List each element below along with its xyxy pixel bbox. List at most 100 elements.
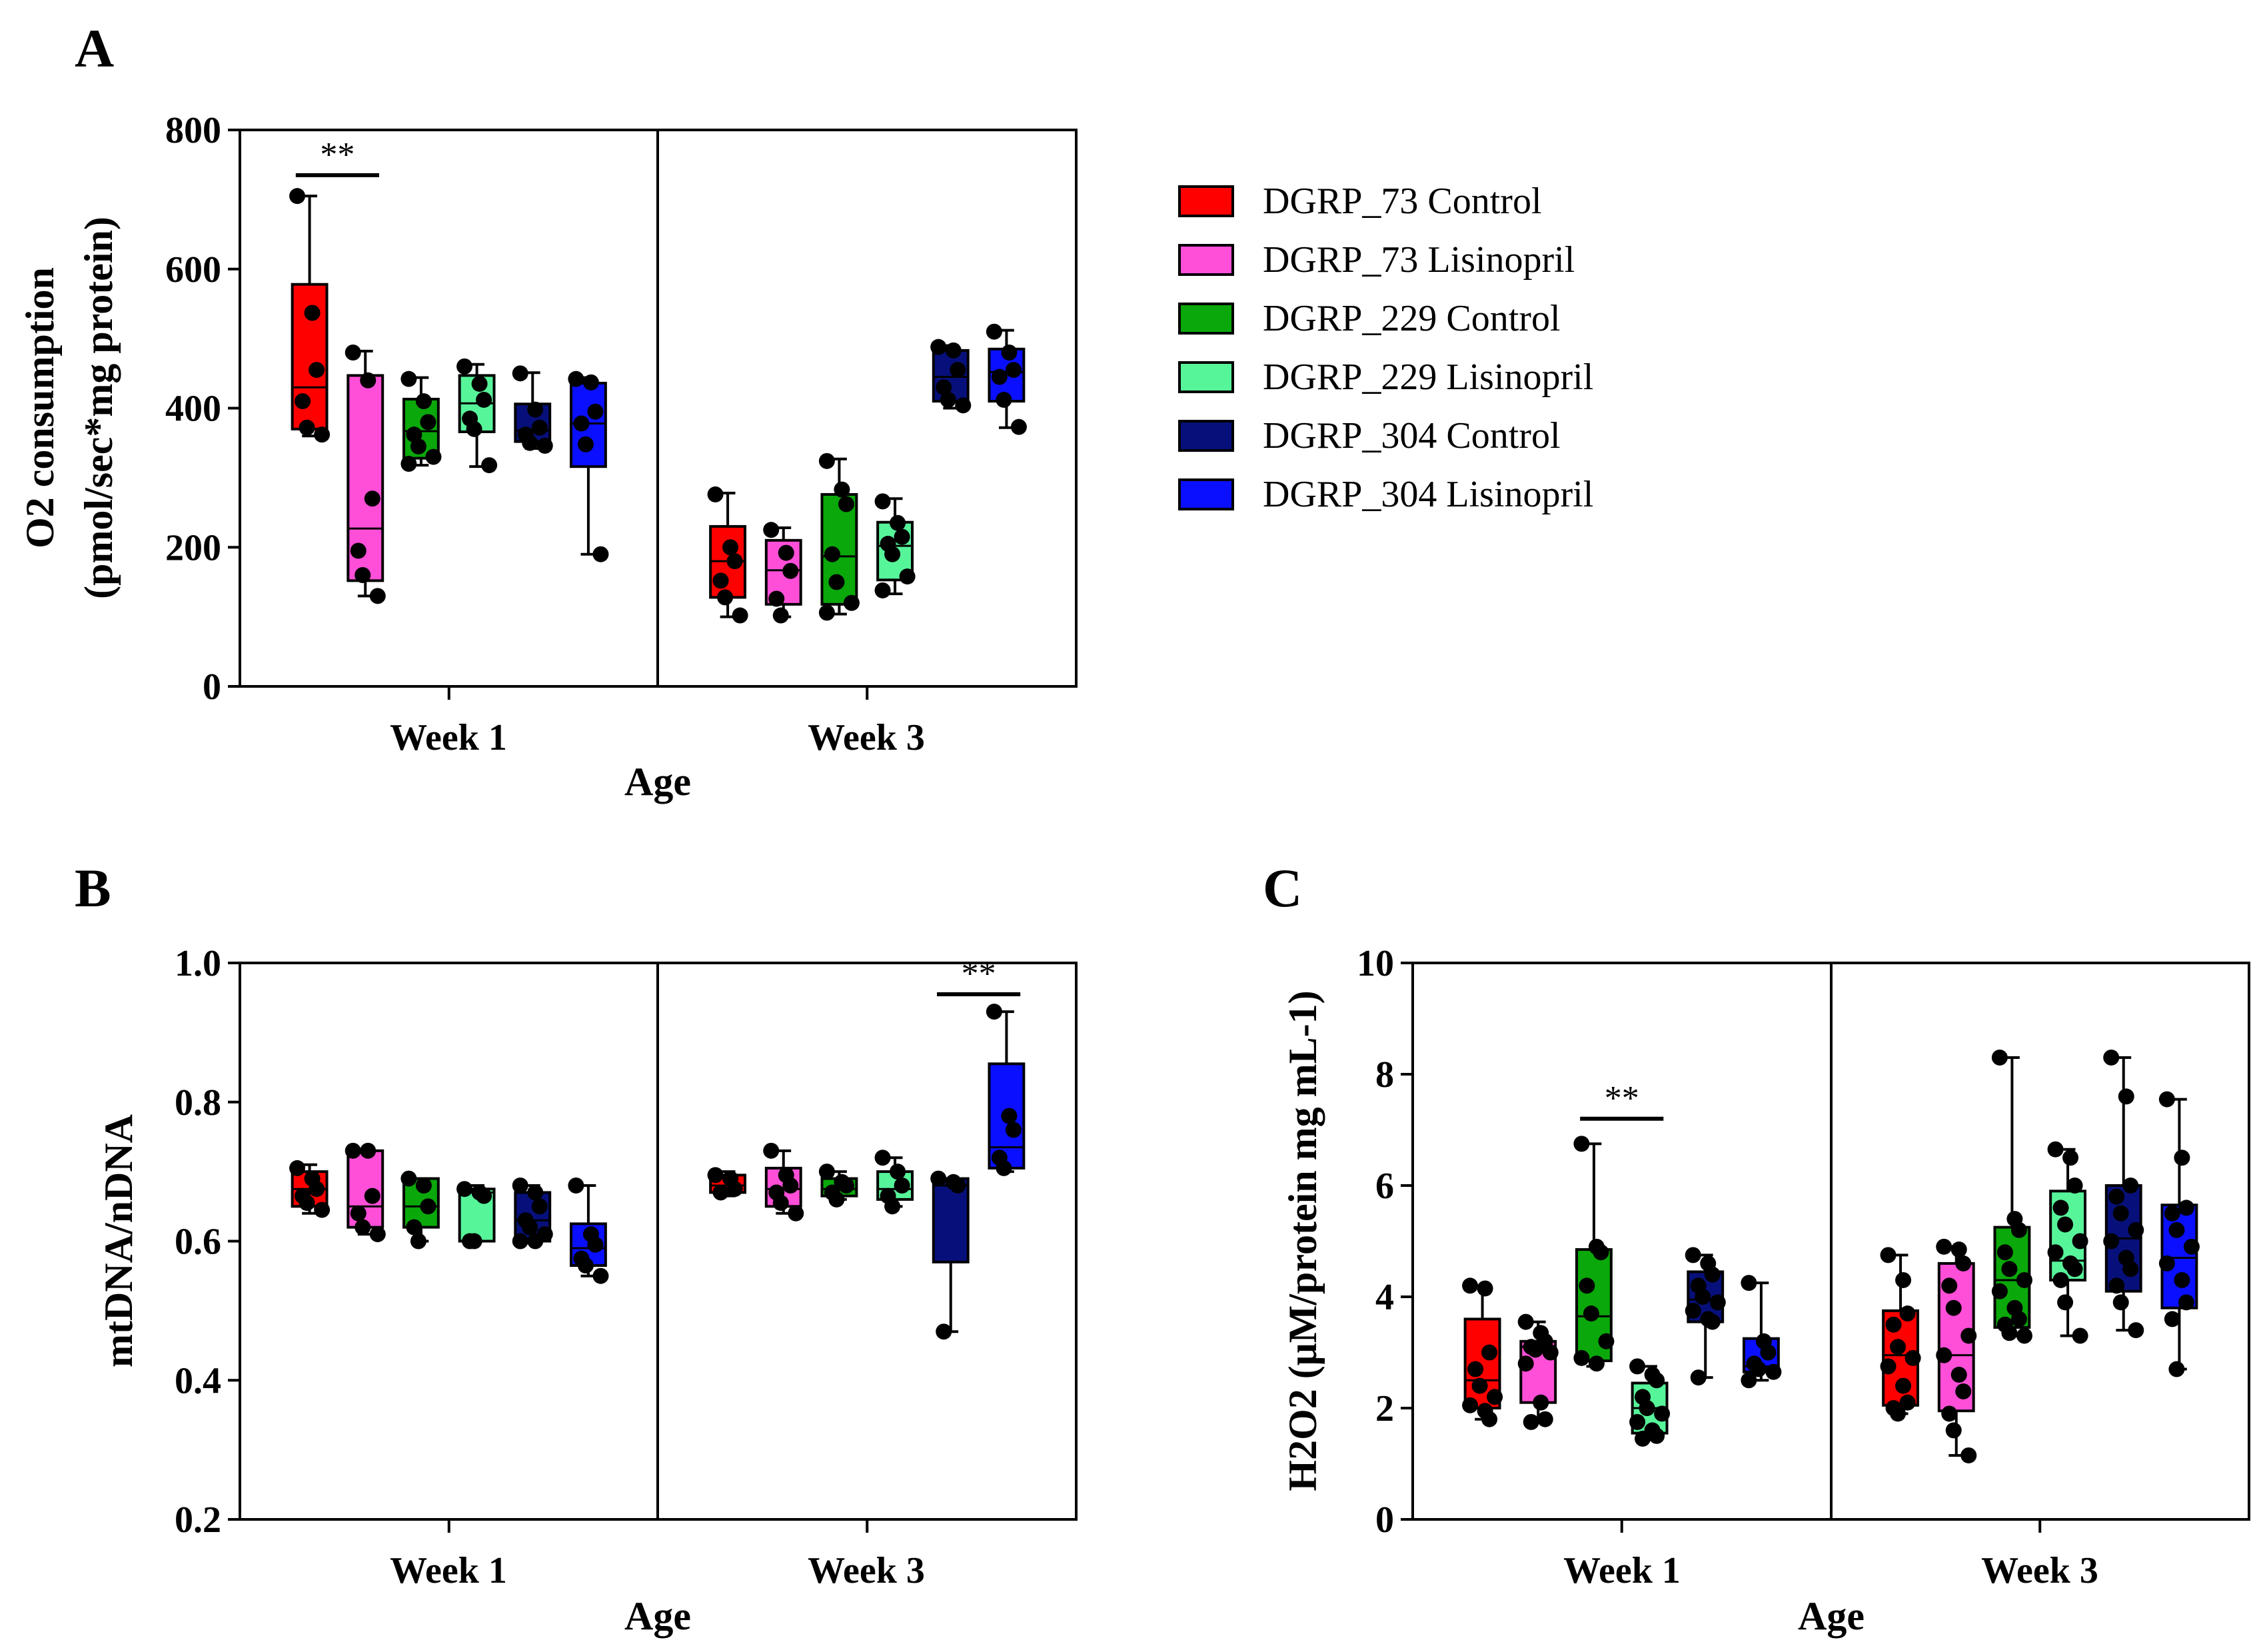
data-point — [355, 1219, 371, 1236]
data-point — [1880, 1247, 1896, 1263]
data-point — [527, 1233, 544, 1249]
data-point — [2103, 1049, 2120, 1066]
data-point — [345, 1142, 361, 1159]
data-point — [824, 546, 840, 562]
data-point — [1654, 1405, 1671, 1422]
data-point — [2164, 1311, 2180, 1327]
data-point — [531, 1198, 548, 1215]
panel-a-x-axis-title: Age — [624, 760, 691, 804]
panel-a-y-tick-label: 0 — [203, 666, 221, 708]
panel-a-box-w3-s5 — [930, 339, 972, 414]
data-point — [1955, 1255, 1972, 1271]
data-point — [2072, 1233, 2088, 1249]
panel-b-box-w3-s1 — [707, 1167, 747, 1201]
panel-a-y-tick-label: 600 — [165, 249, 221, 291]
data-point — [1741, 1372, 1757, 1389]
data-point — [818, 1164, 835, 1180]
panel-b-y-axis-title: mtDNA/nDNA — [97, 1114, 141, 1367]
data-point — [828, 574, 845, 590]
panel-c-x-axis-title: Age — [1798, 1594, 1865, 1638]
panel-c-y-tick-label: 4 — [1375, 1277, 1394, 1318]
data-point — [364, 490, 380, 507]
data-point — [456, 1181, 473, 1198]
data-point — [2178, 1200, 2194, 1216]
panel-c-box-w3-s4 — [2047, 1141, 2088, 1344]
panel-a-box-w1-s3 — [400, 371, 442, 472]
data-point — [522, 434, 538, 451]
data-point — [1941, 1405, 1958, 1422]
data-point — [476, 391, 492, 408]
data-point — [726, 553, 743, 570]
data-point — [732, 607, 748, 624]
panel-b-x-tick-week1: Week 1 — [390, 1550, 507, 1591]
legend-swatch-dgrp73-lisinopril — [1178, 244, 1234, 276]
data-point — [712, 1184, 729, 1201]
data-point — [1960, 1327, 1977, 1344]
panel-b-y-tick-label: 1.0 — [175, 943, 221, 984]
data-point — [1487, 1389, 1503, 1405]
panel-b-box-w1-s3 — [400, 1170, 440, 1249]
panel-a-chart: 0 200 400 600 800 ** Week 1 Week 3 Age O2 co… — [18, 110, 1078, 804]
data-point — [782, 1178, 799, 1194]
data-point — [1960, 1447, 1977, 1463]
data-point — [1890, 1405, 1906, 1422]
data-point — [2108, 1188, 2125, 1205]
data-point — [360, 372, 377, 389]
panel-a-boxes — [289, 188, 1027, 624]
data-point — [2047, 1244, 2064, 1261]
data-point — [1593, 1244, 1609, 1261]
panel-a-box-w1-s2 — [345, 345, 386, 604]
data-point — [991, 369, 1008, 385]
data-point — [2052, 1200, 2069, 1216]
data-point — [400, 371, 417, 387]
data-point — [350, 1205, 367, 1222]
data-point — [1895, 1377, 1912, 1394]
data-point — [838, 496, 854, 512]
legend-label-dgrp73-control: DGRP_73 Control — [1263, 181, 1542, 222]
data-point — [527, 1184, 544, 1201]
data-point — [2118, 1088, 2134, 1105]
panel-c-x-tick-week1: Week 1 — [1563, 1550, 1681, 1591]
data-point — [936, 1323, 952, 1340]
panel-b-y-tick-label: 0.4 — [175, 1360, 221, 1401]
panel-b-y-tick-label: 0.2 — [175, 1499, 221, 1541]
data-point — [2174, 1150, 2190, 1166]
data-point — [950, 1178, 966, 1194]
panel-a-box-w1-s4 — [456, 358, 498, 474]
data-point — [309, 1181, 325, 1198]
data-point — [1462, 1397, 1479, 1413]
data-point — [940, 391, 956, 408]
panel-b-y-tick-label: 0.6 — [175, 1222, 221, 1263]
data-point — [1890, 1339, 1906, 1355]
panel-a-ticks: 0 200 400 600 800 — [165, 110, 869, 708]
data-point — [289, 188, 306, 205]
data-point — [355, 567, 371, 583]
data-point — [2122, 1178, 2139, 1194]
panel-b-x-tick-week3: Week 3 — [808, 1550, 925, 1591]
data-point — [945, 342, 962, 359]
data-point — [1695, 1289, 1711, 1305]
data-point — [1462, 1277, 1479, 1294]
data-point — [1517, 1355, 1534, 1372]
data-point — [1649, 1427, 1665, 1444]
data-point — [874, 1150, 891, 1166]
panel-a-box-w1-s6 — [568, 371, 609, 562]
panel-c-box-w1-s4 — [1629, 1358, 1671, 1447]
panel-a-box-w1-s1 — [289, 188, 331, 443]
data-point — [2158, 1091, 2175, 1108]
data-point — [2164, 1205, 2180, 1222]
data-point — [466, 420, 482, 437]
data-point — [299, 419, 315, 436]
data-point — [894, 528, 910, 545]
data-point — [2052, 1271, 2069, 1288]
panel-c-box-w3-s3 — [1991, 1049, 2032, 1344]
panel-letter-b: B — [75, 858, 111, 918]
data-point — [369, 588, 386, 604]
data-point — [1945, 1299, 1962, 1316]
data-point — [996, 1160, 1012, 1176]
panel-b-ticks: 0.2 0.4 0.6 0.8 1.0 — [175, 943, 869, 1541]
panel-c-box-w3-s1 — [1880, 1247, 1921, 1422]
panel-c-box-w1-s2 — [1517, 1313, 1559, 1430]
data-point — [299, 1195, 315, 1212]
data-point — [1899, 1305, 1916, 1322]
